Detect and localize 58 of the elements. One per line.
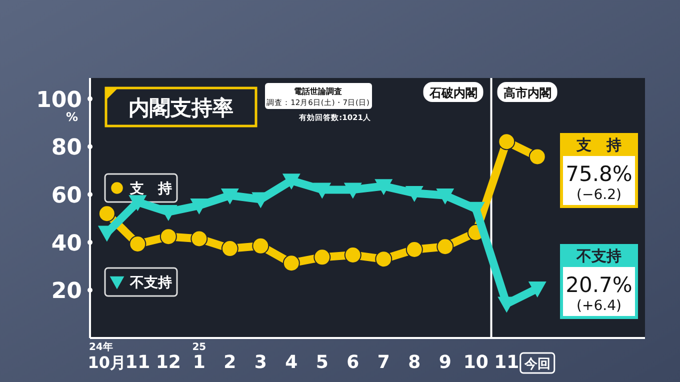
annotation: 高市内閣 [503,86,552,100]
x-tick-label: 5 [316,352,328,373]
legend-label: 不支持 [129,275,172,291]
point [374,179,393,196]
point [129,236,146,252]
annotation: 石破内閣 [428,86,478,100]
point [528,148,546,166]
point [98,205,116,222]
y-tick-label: 20 [51,279,82,304]
point [159,204,178,221]
text: 内閣支持率 [128,96,234,120]
x-tick-label: 9 [438,352,452,373]
x-tick-label: 7 [377,352,390,373]
x-tick-label: 8 [408,352,421,373]
text: 25 [192,342,206,353]
point [375,250,392,268]
point [282,254,300,272]
point [436,238,454,256]
y-tick-label: 60 [51,183,82,208]
point [220,188,239,204]
point [282,174,300,190]
text: 不支持 [576,247,622,265]
text: (+6.4) [576,298,622,314]
x-tick-label: 11 [494,352,520,373]
point [221,240,238,258]
point [344,182,362,199]
point [190,198,208,214]
x-tick-label: 10 [463,352,488,373]
point [405,186,424,202]
text: 24年 [88,341,113,353]
text: 支 持 [576,136,622,154]
x-tick-label: 3 [254,352,267,373]
text: (−6.2) [576,187,622,203]
data-label: 75.8% [566,162,632,186]
x-tick-label: 1 [192,352,206,373]
point [252,237,270,254]
point [160,228,177,246]
point [128,195,147,212]
y-tick-label: 80 [51,136,82,161]
annotation: 電話世論調査 [294,87,342,96]
x-tick-label: 10月 [88,353,126,372]
x-tick-label: 12 [156,352,181,373]
point [190,230,208,248]
point [528,281,546,298]
x-tick-label: 11 [125,352,150,373]
point [406,241,423,258]
point [344,246,362,264]
legend-label: 支 持 [129,181,172,197]
x-tick-label: 2 [224,352,236,373]
point [314,248,331,266]
point [498,133,516,150]
x-tick-label: 4 [285,352,298,373]
point [313,182,332,199]
x-tick-label: 今回 [523,357,550,372]
point [436,188,454,204]
data-label: 20.7% [566,273,632,297]
y-tick-label: 40 [51,231,82,256]
x-tick-label: 6 [346,352,360,373]
